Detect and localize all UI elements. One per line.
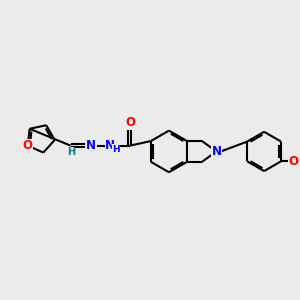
Text: O: O — [288, 155, 298, 168]
Text: H: H — [112, 145, 120, 154]
Text: H: H — [67, 147, 75, 157]
Text: O: O — [23, 139, 33, 152]
Text: N: N — [212, 145, 221, 158]
Text: N: N — [105, 139, 115, 152]
Text: O: O — [125, 116, 135, 129]
Text: N: N — [86, 139, 96, 152]
